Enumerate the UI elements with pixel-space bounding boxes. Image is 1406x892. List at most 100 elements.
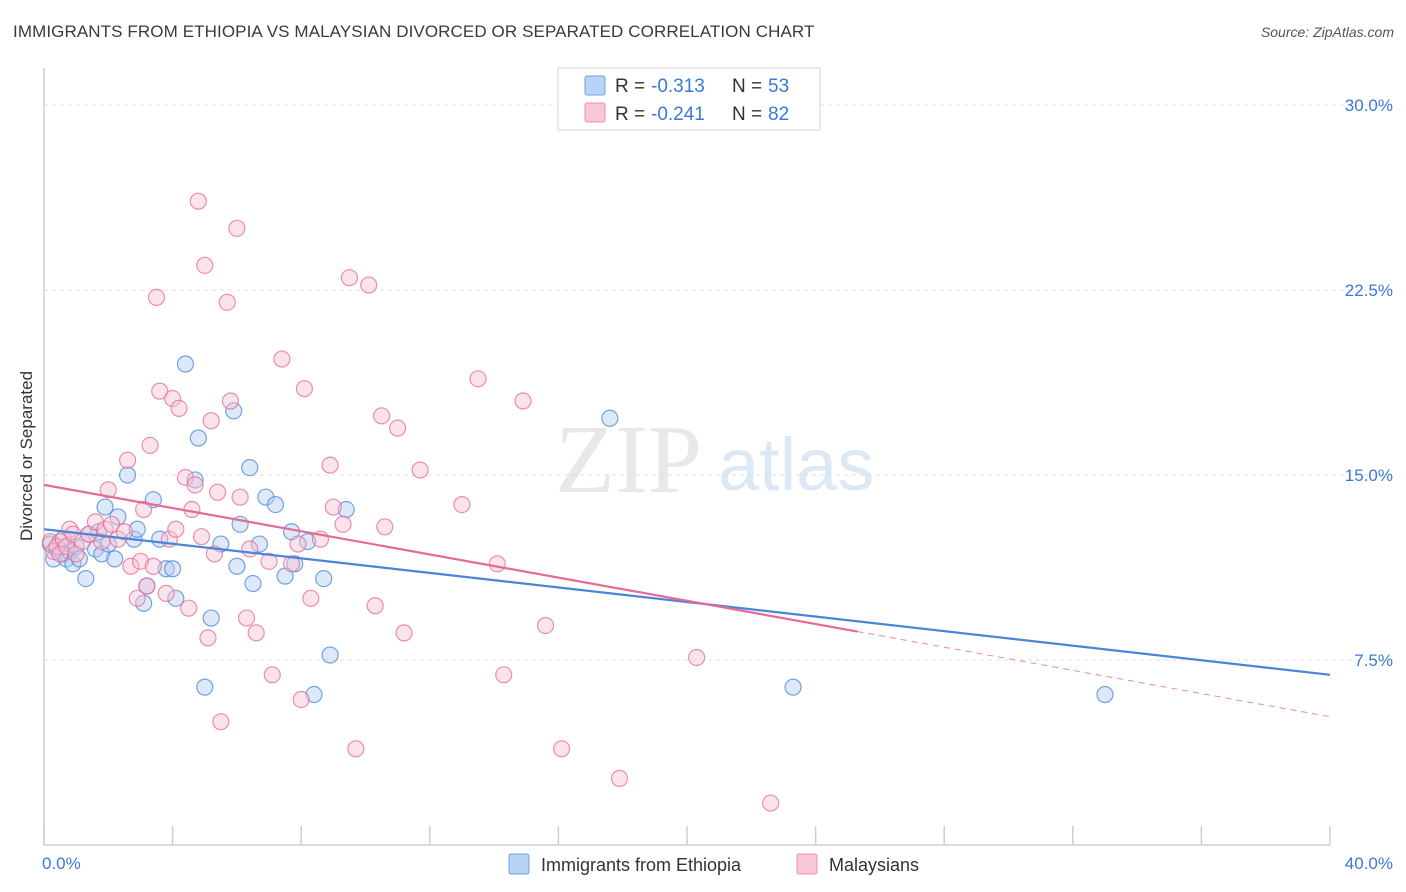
y-axis-label: Divorced or Separated (17, 371, 36, 541)
x-tick-marks (43, 826, 1331, 845)
point-ethiopia (189, 429, 207, 447)
point-malaysians (360, 276, 378, 294)
point-malaysians (372, 407, 391, 425)
point-malaysians (263, 666, 281, 684)
point-malaysians (196, 256, 214, 274)
point-malaysians (167, 520, 185, 538)
trend-line-malaysians (43, 483, 858, 633)
point-ethiopia (157, 560, 175, 578)
bottom-legend-malaysians: Malaysians (829, 855, 919, 875)
point-malaysians (292, 690, 310, 709)
point-malaysians (324, 498, 342, 516)
point-malaysians (289, 535, 307, 553)
point-malaysians (99, 481, 117, 499)
point-ethiopia (241, 459, 259, 477)
chart-title: IMMIGRANTS FROM ETHIOPIA VS MALAYSIAN DI… (13, 22, 815, 41)
point-malaysians (170, 399, 188, 417)
point-malaysians (147, 288, 166, 306)
point-malaysians (228, 219, 246, 237)
point-malaysians (144, 557, 162, 575)
trend-line-extension-malaysians (857, 631, 1331, 718)
point-malaysians (321, 456, 339, 474)
point-malaysians (118, 451, 137, 469)
point-ethiopia (128, 520, 146, 538)
grid-lines (44, 104, 1393, 661)
bottom-legend-ethiopia: Immigrants from Ethiopia (541, 855, 742, 875)
point-malaysians (688, 648, 706, 667)
point-malaysians (202, 412, 220, 430)
point-ethiopia (250, 535, 269, 553)
point-malaysians (366, 597, 384, 615)
point-malaysians (376, 518, 394, 536)
legend-n-value-ethiopia: 53 (768, 76, 789, 97)
point-malaysians (237, 609, 256, 627)
stats-legend: R = -0.313 N = 53 R = -0.241 N = 82 (557, 67, 821, 131)
point-malaysians (347, 740, 365, 758)
point-malaysians (411, 461, 429, 479)
y-tick-labels: 7.5% 15.0% 22.5% 30.0% (1345, 96, 1393, 670)
y-tick-label: 30.0% (1345, 96, 1393, 115)
point-malaysians (302, 589, 320, 607)
point-malaysians (514, 392, 532, 410)
point-ethiopia (305, 685, 323, 704)
point-ethiopia (202, 609, 220, 627)
point-malaysians (209, 483, 227, 501)
point-malaysians (138, 577, 156, 595)
point-ethiopia (70, 550, 88, 568)
x-tick-label-min: 0.0% (42, 854, 81, 873)
bottom-swatch-malaysians (796, 853, 818, 875)
bottom-swatch-ethiopia (508, 853, 530, 875)
point-ethiopia (228, 557, 246, 575)
point-malaysians (131, 552, 150, 570)
series-legend: Immigrants from Ethiopia Malaysians (508, 853, 919, 875)
x-tick-label-max: 40.0% (1345, 854, 1393, 873)
legend-swatch-ethiopia (584, 75, 606, 96)
point-malaysians (389, 419, 407, 437)
point-ethiopia (315, 569, 333, 588)
legend-n-value-malaysians: 82 (768, 104, 789, 125)
point-malaysians (186, 476, 204, 494)
point-malaysians (260, 552, 278, 570)
watermark-atlas: atlas (718, 423, 874, 506)
point-malaysians (189, 192, 207, 210)
point-ethiopia (244, 574, 262, 593)
point-ethiopia (164, 560, 182, 578)
watermark-zip: ZIP (555, 406, 702, 514)
point-malaysians (453, 496, 471, 514)
y-tick-label: 15.0% (1345, 466, 1393, 485)
legend-n-label-ethiopia: N = (732, 76, 762, 97)
point-malaysians (164, 389, 182, 408)
point-malaysians (241, 540, 259, 558)
point-malaysians (151, 382, 169, 400)
y-tick-label: 7.5% (1354, 651, 1393, 670)
point-malaysians (610, 769, 629, 788)
legend-r-label-ethiopia: R = (615, 76, 645, 97)
point-malaysians (395, 624, 413, 642)
point-malaysians (218, 293, 236, 311)
point-malaysians (157, 584, 175, 603)
point-ethiopia (176, 355, 195, 373)
trend-line-ethiopia (43, 528, 1331, 676)
point-malaysians (273, 350, 291, 368)
point-malaysians (122, 557, 140, 575)
point-malaysians (128, 589, 146, 607)
point-ethiopia (601, 409, 619, 427)
y-tick-label: 22.5% (1345, 281, 1393, 300)
point-malaysians (115, 523, 133, 541)
point-malaysians (553, 740, 571, 758)
point-malaysians (180, 599, 198, 617)
point-ethiopia (266, 496, 285, 514)
point-malaysians (536, 616, 555, 635)
point-ethiopia (321, 646, 339, 664)
legend-r-value-malaysians: -0.241 (651, 104, 705, 125)
point-ethiopia (118, 466, 137, 484)
legend-r-label-malaysians: R = (615, 104, 645, 125)
point-malaysians (469, 370, 487, 388)
legend-swatch-malaysians (584, 102, 606, 123)
point-malaysians (495, 666, 513, 684)
point-malaysians (282, 555, 301, 573)
point-ethiopia (225, 402, 243, 420)
point-ethiopia (77, 569, 95, 588)
point-ethiopia (784, 678, 802, 696)
